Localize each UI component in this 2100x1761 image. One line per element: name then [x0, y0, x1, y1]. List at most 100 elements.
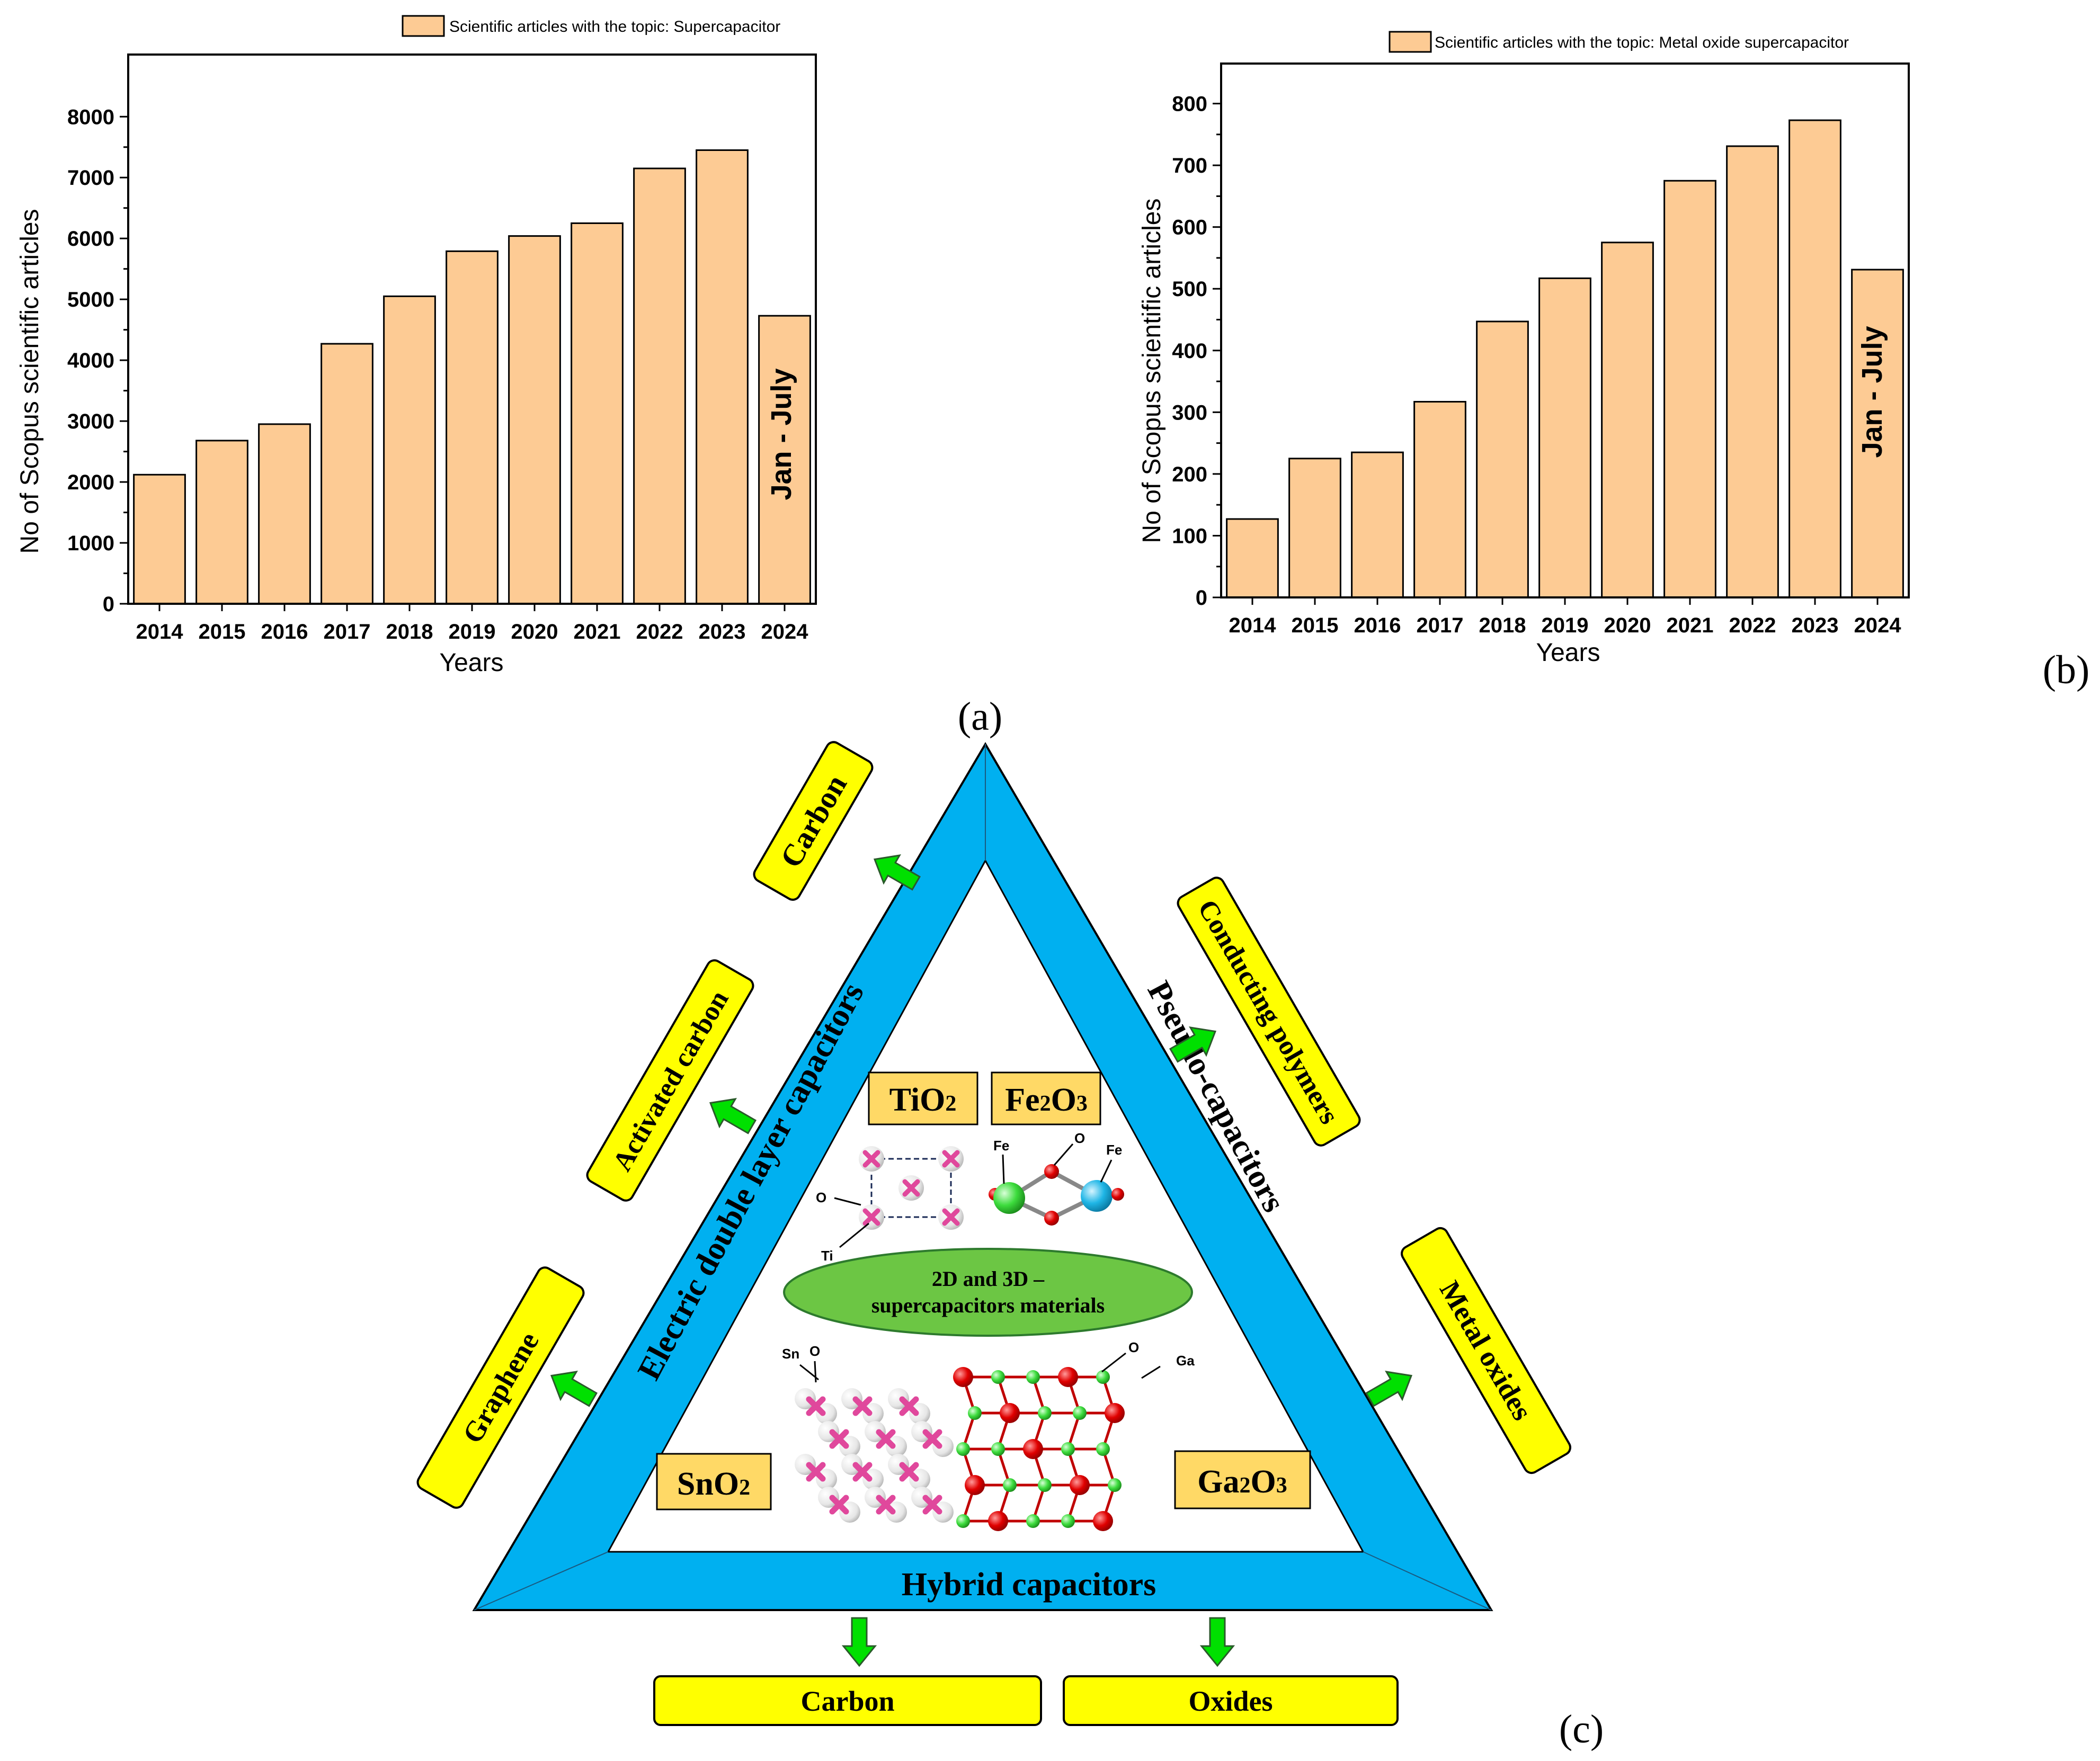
chart-b-xtick-label-2023: 2023	[1792, 614, 1839, 637]
ga2o3-gallium-atom	[1038, 1406, 1052, 1420]
chart-b: Scientific articles with the topic: Meta…	[1138, 31, 2090, 692]
atom-label-ga-o: O	[1128, 1339, 1139, 1355]
chart-a-xtick-label-2021: 2021	[574, 620, 621, 643]
svg-text:Ga2O3: Ga2O3	[1197, 1464, 1287, 1500]
chart-a-xtick-label-2017: 2017	[324, 620, 371, 643]
sno2-tin-atom	[876, 1429, 896, 1449]
ga2o3-gallium-atom	[1061, 1442, 1075, 1456]
box-graphene: Graphene	[416, 1266, 585, 1509]
chart-b-bar-2024	[1851, 269, 1904, 598]
ga2o3-gallium-atom	[1096, 1370, 1110, 1384]
sno2-tin-atom	[852, 1396, 873, 1416]
chart-b-ytick-label-100: 100	[1172, 524, 1207, 548]
ga2o3-gallium-atom	[1061, 1514, 1075, 1528]
chart-b-xtick-label-2019: 2019	[1542, 614, 1589, 637]
ga2o3-gallium-atom	[1026, 1514, 1040, 1528]
chart-a-legend: Scientific articles with the topic: Supe…	[402, 15, 780, 37]
chart-a-xtick-label-2024: 2024	[761, 620, 809, 643]
chart-a-ytick-label-3000: 3000	[67, 410, 114, 433]
ga2o3-gallium-atom	[991, 1370, 1005, 1384]
atom-label-sn: Sn	[782, 1346, 799, 1362]
chart-a-xtick-label-2022: 2022	[636, 620, 683, 643]
chart-b-ytick-label-0: 0	[1196, 586, 1207, 610]
chart-a-panel-label: (a)	[958, 694, 1002, 739]
chart-a-ytick-label-0: 0	[103, 593, 114, 616]
chart-b-ytick-label-200: 200	[1172, 463, 1207, 486]
ga2o3-gallium-atom	[1026, 1370, 1040, 1384]
triangle-seam-right	[1363, 1551, 1492, 1611]
chart-a-xtick-label-2016: 2016	[261, 620, 308, 643]
ga2o3-oxygen-atom	[1105, 1403, 1125, 1423]
hybrid-capacitors-label: Hybrid capacitors	[902, 1567, 1156, 1603]
ga2o3-oxygen-atom	[1058, 1367, 1078, 1387]
arrow-graphene	[550, 1371, 598, 1407]
center-ellipse: 2D and 3D – supercapacitors materials	[783, 1248, 1193, 1337]
tio2-structure: O Ti	[816, 1146, 964, 1264]
ga2o3-gallium-atom	[1096, 1442, 1110, 1456]
ga2o3-structure: O Ga	[953, 1339, 1195, 1531]
svg-text:supercapacitors materials: supercapacitors materials	[871, 1293, 1105, 1317]
sno2-tin-atom	[876, 1495, 896, 1515]
ga2o3-gallium-atom	[1038, 1478, 1052, 1492]
chart-a-xtick-label-2020: 2020	[511, 620, 558, 643]
ga2o3-oxygen-atom	[988, 1511, 1008, 1531]
formula-sno2: SnO2	[656, 1453, 772, 1510]
chart-a-ylabel: No of Scopus scientific articles	[16, 209, 44, 554]
chart-b-bar-2016	[1351, 451, 1404, 598]
ga2o3-oxygen-atom	[1093, 1511, 1113, 1531]
chart-b-legend-swatch	[1389, 31, 1432, 53]
triangle-inner	[607, 859, 1365, 1553]
formula-fe2o3: Fe2O3	[991, 1071, 1101, 1125]
ga2o3-gallium-atom	[968, 1406, 982, 1420]
chart-a-xlabel: Years	[440, 649, 504, 677]
chart-a-bar-2014	[133, 473, 186, 605]
chart-b-annotation: Jan - July	[1856, 326, 1888, 458]
box-bottom-oxides: Oxides	[1063, 1675, 1399, 1726]
chart-a-bar-2020	[508, 235, 561, 605]
atom-label-ti-o: O	[816, 1190, 826, 1205]
sno2-tin-atom	[899, 1462, 919, 1482]
chart-b-xtick-label-2021: 2021	[1667, 614, 1714, 637]
chart-b-bars	[1226, 119, 1904, 598]
chart-b-bar-2020	[1601, 242, 1654, 598]
chart-a-xtick-label-2018: 2018	[386, 620, 433, 643]
formula-ga2o3: Ga2O3	[1174, 1450, 1311, 1509]
ga2o3-gallium-atom	[991, 1442, 1005, 1456]
chart-b-bar-2021	[1663, 180, 1716, 598]
chart-b-bar-2023	[1788, 119, 1841, 598]
chart-a-ytick-label-4000: 4000	[67, 349, 114, 372]
chart-a-bar-2015	[195, 440, 248, 605]
sno2-tin-atom	[806, 1396, 826, 1416]
chart-b-ytick-label-300: 300	[1172, 401, 1207, 424]
atom-label-fe1: Fe	[993, 1138, 1009, 1154]
atom-label-sn-o: O	[809, 1343, 820, 1359]
chart-b-bar-2018	[1476, 320, 1529, 598]
chart-a-xtick-label-2015: 2015	[199, 620, 246, 643]
atom-label-fe-o: O	[1074, 1130, 1085, 1146]
chart-b-xtick-label-2020: 2020	[1604, 614, 1651, 637]
box-activated-carbon: Activated carbon	[586, 959, 754, 1202]
ga2o3-gallium-atom	[1003, 1478, 1017, 1492]
chart-a-bar-2024	[758, 315, 811, 605]
chart-b-ytick-label-800: 800	[1172, 93, 1207, 116]
svg-text:2D and 3D –: 2D and 3D –	[932, 1267, 1045, 1291]
chart-b-panel-label: (b)	[2043, 648, 2090, 692]
chart-a-annotation: Jan - July	[766, 368, 797, 500]
chart-a-ytick-label-8000: 8000	[67, 105, 114, 129]
ga2o3-oxygen-atom	[953, 1367, 973, 1387]
chart-a-legend-text: Scientific articles with the topic: Supe…	[449, 18, 780, 35]
ga2o3-gallium-atom	[956, 1514, 970, 1528]
chart-a-bars	[133, 149, 811, 605]
chart-a-xtick-label-2014: 2014	[136, 620, 184, 643]
chart-a-ytick-label-1000: 1000	[67, 532, 114, 555]
svg-text:SnO2: SnO2	[677, 1466, 750, 1502]
chart-b-ytick-label-500: 500	[1172, 278, 1207, 301]
chart-a-xtick-label-2023: 2023	[699, 620, 746, 643]
chart-b-bar-2014	[1226, 518, 1279, 598]
svg-text:Carbon: Carbon	[800, 1685, 894, 1717]
svg-text:Fe2O3: Fe2O3	[1005, 1082, 1088, 1118]
sno2-tin-atom	[829, 1495, 849, 1515]
ga2o3-gallium-atom	[1073, 1406, 1087, 1420]
chart-b-bar-2019	[1538, 277, 1591, 598]
